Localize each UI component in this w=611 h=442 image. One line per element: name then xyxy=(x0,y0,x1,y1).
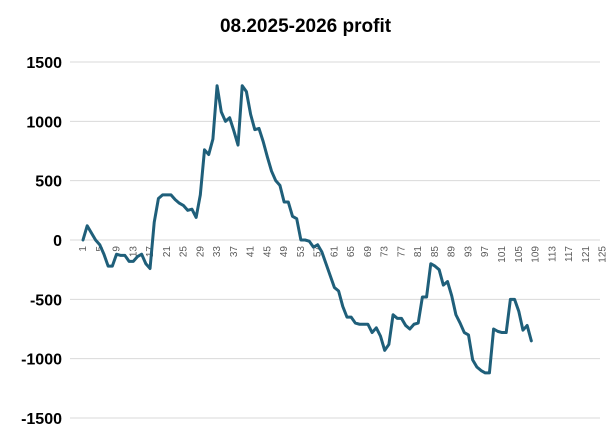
x-tick-label: 29 xyxy=(195,246,206,258)
x-tick-label: 89 xyxy=(447,246,458,258)
x-tick-label: 49 xyxy=(279,246,290,258)
x-tick-label: 33 xyxy=(212,246,223,258)
series-line xyxy=(81,84,533,375)
x-tick-label: 93 xyxy=(463,246,474,258)
y-tick-label: -1500 xyxy=(21,411,62,428)
gridlines xyxy=(70,61,600,419)
x-tick-label: 1 xyxy=(78,246,89,252)
chart-title: 08.2025-2026 profit xyxy=(219,16,392,37)
x-tick-label: 25 xyxy=(179,246,190,258)
y-tick-label: 0 xyxy=(53,233,62,250)
x-tick-label: 45 xyxy=(262,246,273,258)
x-tick-label: 57 xyxy=(313,246,324,258)
y-tick-label: -500 xyxy=(30,292,62,309)
x-tick-label: 37 xyxy=(229,246,240,258)
y-tick-label: 1000 xyxy=(26,114,62,131)
x-tick-label: 21 xyxy=(162,246,173,258)
x-tick-label: 77 xyxy=(396,246,407,258)
y-tick-label: 1500 xyxy=(26,55,62,72)
x-tick-label: 101 xyxy=(497,246,508,263)
x-axis-ticks: 1 5 9 13 17 21 25 29 33 37 41 45 49 53 57 61 65 69 73 77 81 8… xyxy=(78,246,609,263)
x-tick-label: 13 xyxy=(128,246,139,258)
x-tick-label: 125 xyxy=(598,246,609,263)
x-tick-label: 61 xyxy=(329,246,340,258)
x-tick-label: 97 xyxy=(480,246,491,258)
x-tick-label: 73 xyxy=(380,246,391,258)
x-tick-label: 81 xyxy=(413,246,424,258)
x-tick-label: 85 xyxy=(430,246,441,258)
x-tick-label: 41 xyxy=(246,246,257,258)
series-layer xyxy=(81,84,533,375)
x-tick-label: 53 xyxy=(296,246,307,258)
x-tick-label: 113 xyxy=(547,246,558,262)
x-tick-label: 105 xyxy=(514,246,525,263)
y-axis-ticks: 1500 1000 500 0 -500 -1000 -1500 xyxy=(21,55,62,428)
x-tick-label: 69 xyxy=(363,246,374,258)
x-tick-label: 121 xyxy=(581,246,592,263)
y-tick-label: -1000 xyxy=(21,352,62,369)
x-tick-label: 9 xyxy=(112,246,123,252)
x-tick-label: 109 xyxy=(531,246,542,263)
x-tick-label: 65 xyxy=(346,246,357,258)
y-tick-label: 500 xyxy=(35,174,62,191)
x-tick-label: 117 xyxy=(564,246,575,262)
